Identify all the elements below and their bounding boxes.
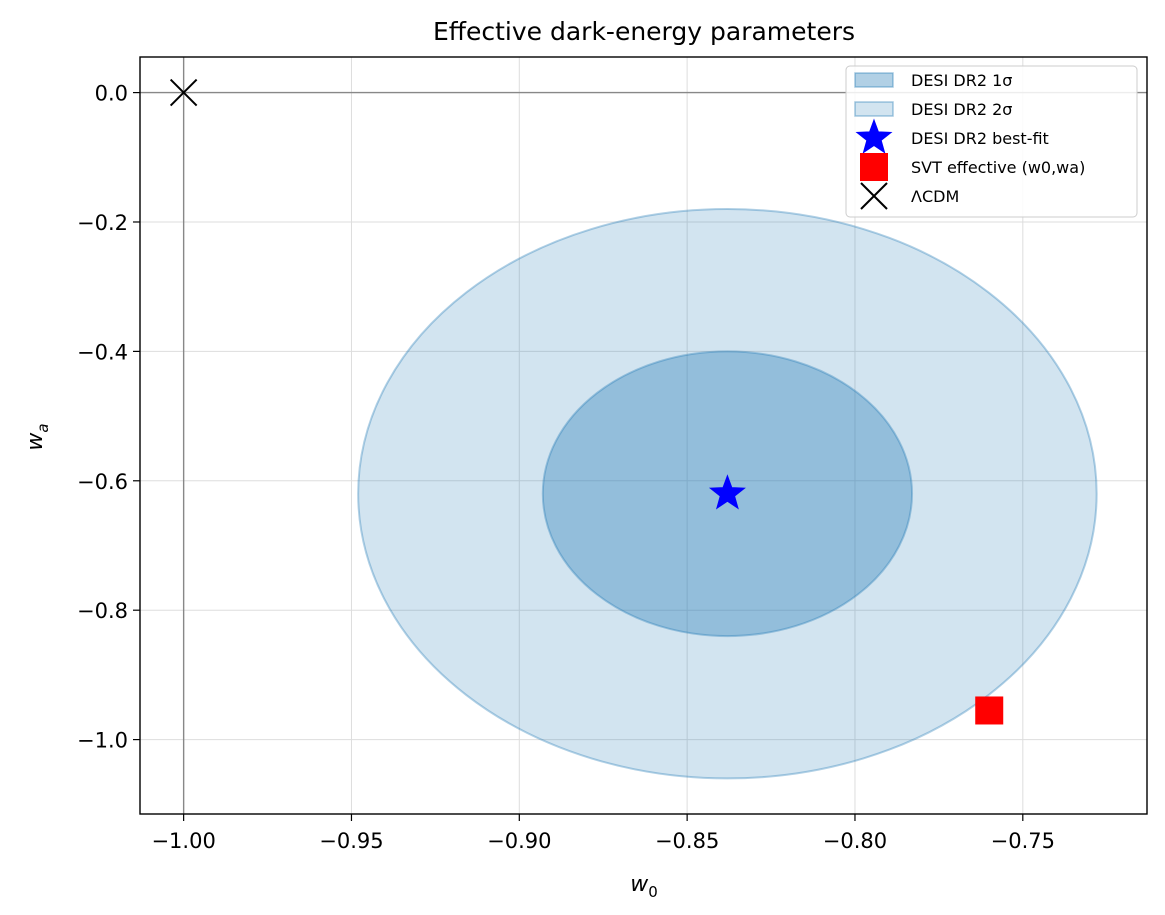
x-axis-title-sub: 0 (648, 883, 658, 901)
x-tick-label: −0.80 (823, 829, 887, 853)
y-tick-label: −0.4 (77, 340, 128, 364)
x-marker-stroke (860, 182, 888, 210)
x-axis-ticks: −1.00 −0.95 −0.90 −0.85 −0.80 −0.75 (151, 814, 1055, 853)
data-point (708, 474, 746, 510)
legend-marker (855, 118, 893, 154)
chart-title: Effective dark-energy parameters (433, 17, 855, 46)
x-axis-title: w0 (630, 872, 658, 901)
y-axis-title: wa (23, 423, 52, 450)
data-points (169, 78, 1004, 725)
legend-swatch (854, 72, 894, 88)
y-axis-ticks: 0.0 −0.2 −0.4 −0.6 −0.8 −1.0 (77, 82, 140, 753)
data-point (975, 696, 1004, 725)
x-tick-label: −0.95 (319, 829, 383, 853)
legend-label: DESI DR2 1σ (911, 71, 1012, 90)
y-axis-title-sub: a (34, 423, 52, 432)
legend: DESI DR2 1σ DESI DR2 2σ DESI DR2 best-fit S… (845, 65, 1138, 218)
data-point (169, 78, 198, 107)
y-axis-title-main: w (23, 432, 48, 451)
legend-marker (860, 153, 888, 181)
plot-frame (139, 56, 1148, 815)
legend-label: SVT effective (w0,wa) (911, 158, 1085, 177)
y-tick-label: 0.0 (95, 82, 128, 106)
y-tick-label: −0.8 (77, 599, 128, 623)
legend-label: DESI DR2 2σ (911, 100, 1012, 119)
legend-label: ΛCDM (911, 187, 959, 206)
legend-label: DESI DR2 best-fit (911, 129, 1049, 148)
x-marker-stroke (169, 78, 198, 107)
y-tick-label: −0.6 (77, 470, 128, 494)
x-tick-label: −0.85 (655, 829, 719, 853)
x-tick-label: −0.90 (487, 829, 551, 853)
x-tick-label: −1.00 (151, 829, 215, 853)
legend-swatch (854, 101, 894, 117)
y-tick-label: −1.0 (77, 729, 128, 753)
legend-box (845, 65, 1138, 218)
x-axis-title-main: w (630, 872, 649, 897)
y-tick-label: −0.2 (77, 211, 128, 235)
legend-marker (860, 182, 888, 210)
x-tick-label: −0.75 (991, 829, 1055, 853)
